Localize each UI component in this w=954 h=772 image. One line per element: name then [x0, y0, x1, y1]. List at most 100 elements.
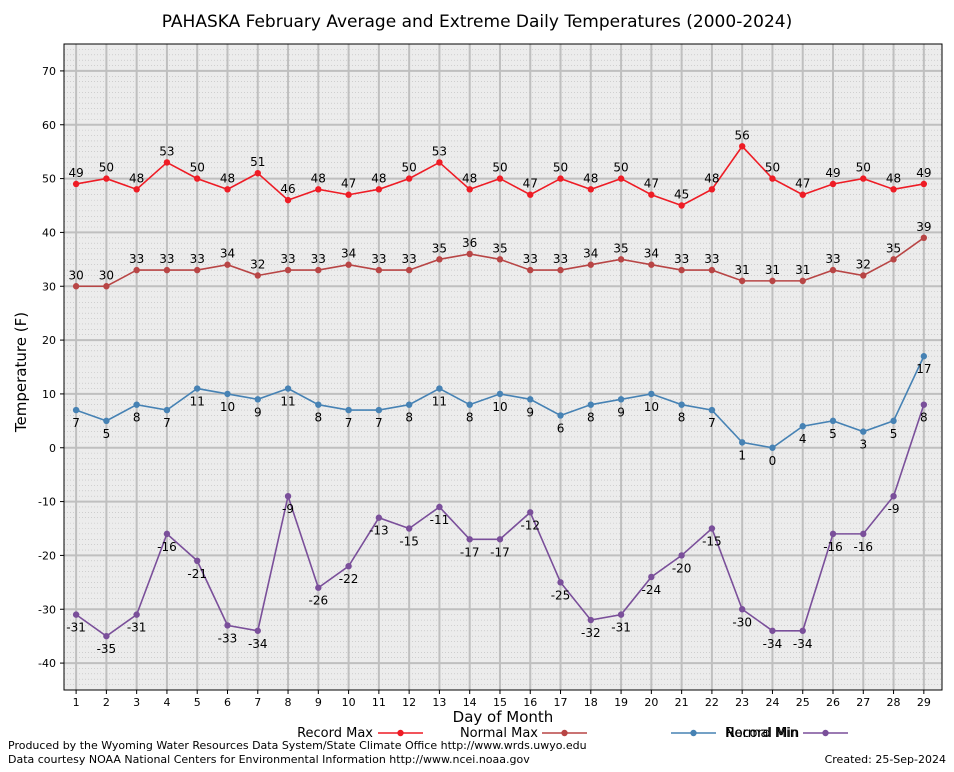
- data-point: [829, 417, 837, 425]
- data-point: [133, 401, 140, 408]
- x-tick-label: 5: [194, 696, 201, 709]
- data-point: [103, 283, 110, 290]
- data-label: -17: [490, 545, 510, 559]
- data-point: [163, 159, 171, 166]
- legend-marker: [561, 729, 568, 737]
- data-label: 7: [163, 416, 171, 430]
- data-point: [224, 390, 231, 398]
- data-point: [405, 175, 413, 182]
- data-label: 0: [769, 454, 777, 468]
- data-point: [708, 266, 716, 274]
- data-point: [405, 401, 413, 408]
- data-label: 53: [432, 144, 447, 158]
- footer-data-courtesy: Data courtesy NOAA National Centers for …: [8, 753, 530, 766]
- data-point: [799, 277, 806, 285]
- x-tick-label: 27: [856, 696, 870, 709]
- data-point: [708, 525, 716, 532]
- data-point: [829, 266, 837, 274]
- data-point: [708, 186, 716, 193]
- x-tick-label: 2: [103, 696, 110, 709]
- data-label: 48: [583, 171, 598, 185]
- data-label: 5: [103, 427, 111, 441]
- data-label: 33: [371, 252, 386, 266]
- x-tick-label: 24: [765, 696, 779, 709]
- data-point: [860, 272, 867, 279]
- data-point: [617, 175, 625, 182]
- data-point: [496, 175, 504, 182]
- data-label: 56: [735, 128, 750, 142]
- footer-produced-by: Produced by the Wyoming Water Resources …: [8, 739, 587, 752]
- y-tick-label: 70: [42, 65, 56, 78]
- data-point: [375, 266, 383, 274]
- data-label: 5: [890, 427, 898, 441]
- data-point: [375, 186, 383, 193]
- data-label: 48: [462, 171, 477, 185]
- x-tick-label: 15: [493, 696, 507, 709]
- data-point: [194, 266, 201, 274]
- data-point: [738, 439, 746, 446]
- data-point: [557, 412, 564, 419]
- data-label: -9: [282, 502, 294, 516]
- data-label: 31: [735, 263, 750, 277]
- legend-marker: [822, 729, 829, 737]
- data-point: [194, 557, 201, 564]
- data-label: 34: [341, 247, 356, 261]
- data-point: [496, 256, 504, 263]
- data-point: [496, 390, 504, 398]
- data-label: 50: [553, 161, 568, 175]
- legend-label: Normal Min: [725, 726, 799, 741]
- data-label: 6: [557, 421, 565, 435]
- data-point: [163, 530, 171, 538]
- data-point: [527, 509, 534, 516]
- data-point: [587, 261, 594, 268]
- data-point: [920, 353, 928, 360]
- data-label: 35: [886, 241, 901, 255]
- data-label: 33: [704, 252, 719, 266]
- data-label: -31: [66, 621, 86, 635]
- data-label: -24: [642, 583, 662, 597]
- x-tick-label: 8: [285, 696, 292, 709]
- data-label: -35: [97, 642, 117, 656]
- data-point: [315, 584, 322, 591]
- plot-frame: [63, 43, 943, 691]
- data-point: [375, 406, 383, 414]
- data-point: [315, 186, 322, 193]
- data-label: 10: [220, 400, 235, 414]
- data-point: [799, 627, 806, 634]
- x-tick-label: 1: [73, 696, 80, 709]
- data-label: 47: [644, 177, 659, 191]
- data-label: 50: [856, 161, 871, 175]
- data-label: 7: [708, 416, 716, 430]
- y-tick-label: 60: [42, 119, 56, 132]
- data-label: 5: [829, 427, 837, 441]
- data-label: 33: [825, 252, 840, 266]
- data-point: [860, 428, 867, 435]
- y-tick-label: -40: [38, 657, 56, 670]
- data-label: 34: [644, 247, 659, 261]
- data-label: -34: [793, 637, 813, 651]
- data-point: [829, 180, 837, 188]
- data-label: 8: [314, 411, 322, 425]
- data-point: [163, 406, 171, 414]
- y-tick-label: 10: [42, 388, 56, 401]
- data-point: [345, 261, 352, 268]
- data-point: [224, 261, 231, 268]
- data-label: 33: [190, 252, 205, 266]
- data-point: [496, 536, 504, 543]
- data-label: 33: [674, 252, 689, 266]
- data-label: -15: [399, 535, 419, 549]
- x-axis-label: Day of Month: [453, 708, 554, 726]
- data-label: 3: [859, 438, 867, 452]
- x-tick-label: 3: [133, 696, 140, 709]
- data-label: 1: [738, 448, 746, 462]
- y-tick-label: 0: [49, 442, 56, 455]
- data-point: [648, 191, 655, 198]
- data-point: [738, 277, 746, 285]
- data-point: [617, 256, 625, 263]
- data-point: [678, 401, 685, 408]
- data-point: [890, 417, 897, 425]
- data-point: [194, 385, 201, 392]
